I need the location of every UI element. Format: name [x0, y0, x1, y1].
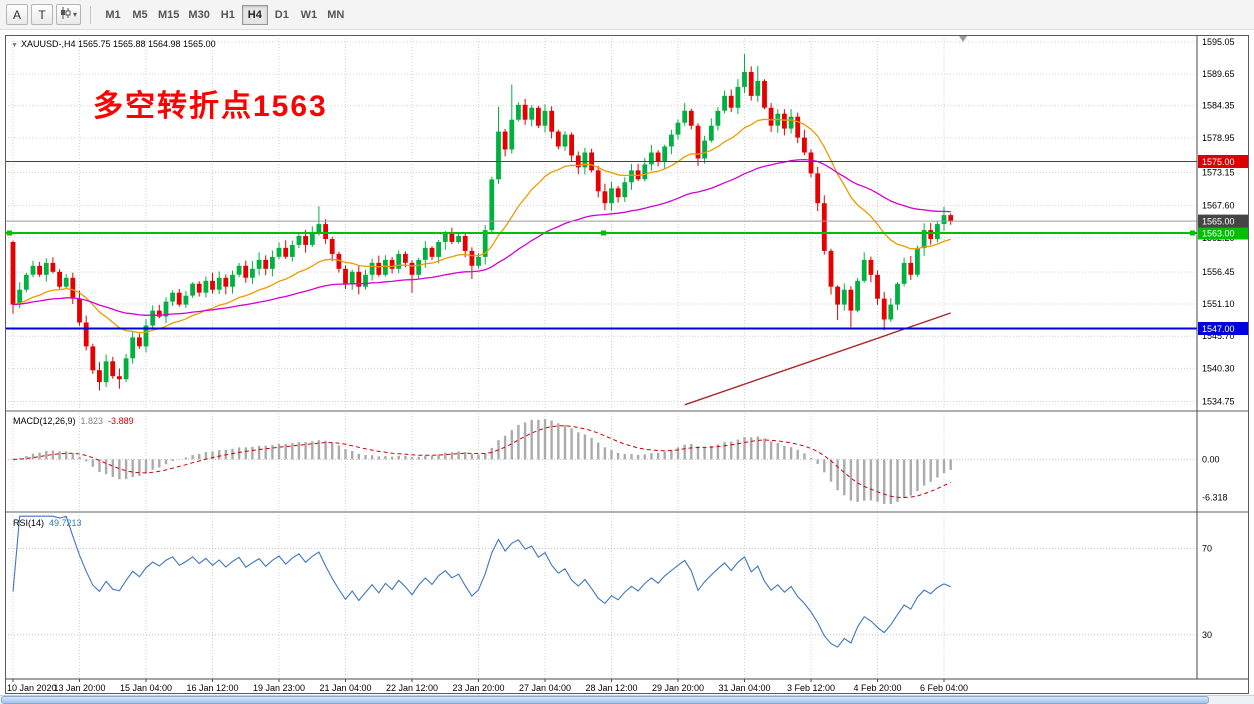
grid-horizontal	[5, 41, 1197, 402]
ma-line-60	[12, 158, 951, 316]
grid-vertical	[12, 35, 945, 678]
timeframe-button-d1[interactable]: D1	[269, 5, 295, 25]
timeframe-button-m30[interactable]: M30	[184, 5, 213, 25]
hline-1547.00[interactable]: 1547.00	[5, 322, 1249, 335]
svg-text:-6.318: -6.318	[1202, 492, 1228, 502]
svg-text:1556.45: 1556.45	[1202, 267, 1235, 277]
macd-signal-line	[12, 425, 951, 499]
toolbar-separator	[90, 5, 92, 24]
arrow-tool-button[interactable]: A	[6, 4, 28, 25]
svg-text:4 Feb 20:00: 4 Feb 20:00	[853, 683, 901, 693]
svg-text:1595.05: 1595.05	[1202, 37, 1235, 47]
hline-1563.00[interactable]: 1563.00	[5, 226, 1249, 240]
svg-text:19 Jan 23:00: 19 Jan 23:00	[253, 683, 305, 693]
svg-text:30: 30	[1202, 630, 1212, 640]
svg-text:1573.15: 1573.15	[1202, 168, 1235, 178]
drawing-tools-dropdown-button[interactable]: ▾	[56, 4, 82, 25]
svg-text:1589.65: 1589.65	[1202, 69, 1235, 79]
text-tool-button[interactable]: T	[31, 4, 53, 25]
ma-line-20	[12, 118, 951, 334]
chevron-down-icon: ▾	[73, 10, 78, 19]
svg-text:1534.75: 1534.75	[1202, 397, 1235, 407]
rsi-scale[interactable]: 70 30	[1202, 544, 1212, 640]
current-price: 1565.00	[5, 214, 1249, 228]
svg-text:23 Jan 20:00: 23 Jan 20:00	[452, 683, 504, 693]
svg-text:1567.60: 1567.60	[1202, 201, 1235, 211]
svg-text:1584.35: 1584.35	[1202, 101, 1235, 111]
svg-text:27 Jan 04:00: 27 Jan 04:00	[519, 683, 571, 693]
rsi-line	[12, 515, 951, 648]
macd-histogram	[18, 419, 952, 504]
svg-text:3 Feb 12:00: 3 Feb 12:00	[787, 683, 835, 693]
toolbar: A T ▾ M1 M5 M15 M30 H1 H4 D1 W1 MN	[0, 0, 1254, 30]
panel-separator[interactable]	[5, 511, 1249, 513]
line-handle	[601, 230, 606, 236]
svg-text:6 Feb 04:00: 6 Feb 04:00	[920, 683, 968, 693]
macd-label: MACD(12,26,9) 1.823 -3.889	[13, 416, 134, 426]
svg-text:1578.95: 1578.95	[1202, 133, 1235, 143]
timeframe-button-mn[interactable]: MN	[323, 5, 349, 25]
macd-value-signal: -3.889	[108, 416, 134, 426]
scrollbar-thumb[interactable]	[1, 696, 1209, 704]
svg-text:16 Jan 12:00: 16 Jan 12:00	[186, 683, 238, 693]
chart-shift-marker[interactable]	[959, 36, 967, 42]
chart-frame-border	[5, 35, 1249, 694]
line-handle	[1190, 230, 1195, 236]
timeframe-button-h4[interactable]: H4	[241, 4, 268, 25]
svg-text:28 Jan 12:00: 28 Jan 12:00	[585, 683, 637, 693]
rsi-label: RSI(14) 49.7213	[13, 518, 82, 528]
svg-text:21 Jan 04:00: 21 Jan 04:00	[319, 683, 371, 693]
svg-text:1545.70: 1545.70	[1202, 331, 1235, 341]
svg-text:1540.30: 1540.30	[1202, 363, 1235, 373]
chart-canvas: 1595.05 1589.65 1584.35 1578.95 1573.15 1567.…	[5, 35, 1249, 694]
expand-arrow-icon: ▼	[11, 42, 18, 49]
candlestick-icon	[60, 7, 71, 22]
svg-text:10 Jan 2020: 10 Jan 2020	[7, 683, 57, 693]
svg-text:70: 70	[1202, 544, 1212, 554]
svg-text:29 Jan 20:00: 29 Jan 20:00	[652, 683, 704, 693]
price-scale[interactable]: 1595.05 1589.65 1584.35 1578.95 1573.15 1567.…	[1202, 37, 1235, 407]
svg-text:1575.00: 1575.00	[1202, 157, 1235, 167]
chart-area: 1595.05 1589.65 1584.35 1578.95 1573.15 1567.…	[5, 35, 1249, 694]
timeframe-button-h1[interactable]: H1	[215, 5, 241, 25]
timeframe-button-w1[interactable]: W1	[296, 5, 322, 25]
svg-text:15 Jan 04:00: 15 Jan 04:00	[120, 683, 172, 693]
svg-text:1547.00: 1547.00	[1202, 324, 1235, 334]
svg-text:1551.10: 1551.10	[1202, 299, 1235, 309]
panel-separator[interactable]	[5, 410, 1249, 412]
svg-text:1563.00: 1563.00	[1202, 229, 1235, 239]
rsi-levels	[5, 548, 1197, 636]
chart-background	[5, 35, 1249, 694]
svg-text:31 Jan 04:00: 31 Jan 04:00	[718, 683, 770, 693]
candles	[10, 54, 954, 391]
symbol-ohlc-label: ▼ XAUUSD-,H4 1565.75 1565.88 1564.98 1565…	[11, 39, 216, 49]
hline-1575.00[interactable]: 1575.00	[5, 155, 1249, 168]
svg-text:1565.00: 1565.00	[1202, 217, 1235, 227]
svg-text:22 Jan 12:00: 22 Jan 12:00	[386, 683, 438, 693]
horizontal-scrollbar[interactable]	[0, 695, 1254, 704]
line-handle	[7, 230, 12, 236]
rsi-value: 49.7213	[49, 518, 82, 528]
svg-text:13 Jan 20:00: 13 Jan 20:00	[53, 683, 105, 693]
timeframe-group: M1 M5 M15 M30 H1 H4 D1 W1 MN	[100, 4, 349, 25]
chart-annotation: 多空转折点1563	[93, 90, 328, 123]
timeframe-button-m5[interactable]: M5	[127, 5, 153, 25]
macd-scale[interactable]: 0.00 -6.318	[1202, 454, 1228, 502]
macd-value-main: 1.823	[80, 416, 104, 426]
timeframe-button-m1[interactable]: M1	[100, 5, 126, 25]
svg-text:0.00: 0.00	[1202, 454, 1220, 464]
timeframe-button-m15[interactable]: M15	[154, 5, 183, 25]
